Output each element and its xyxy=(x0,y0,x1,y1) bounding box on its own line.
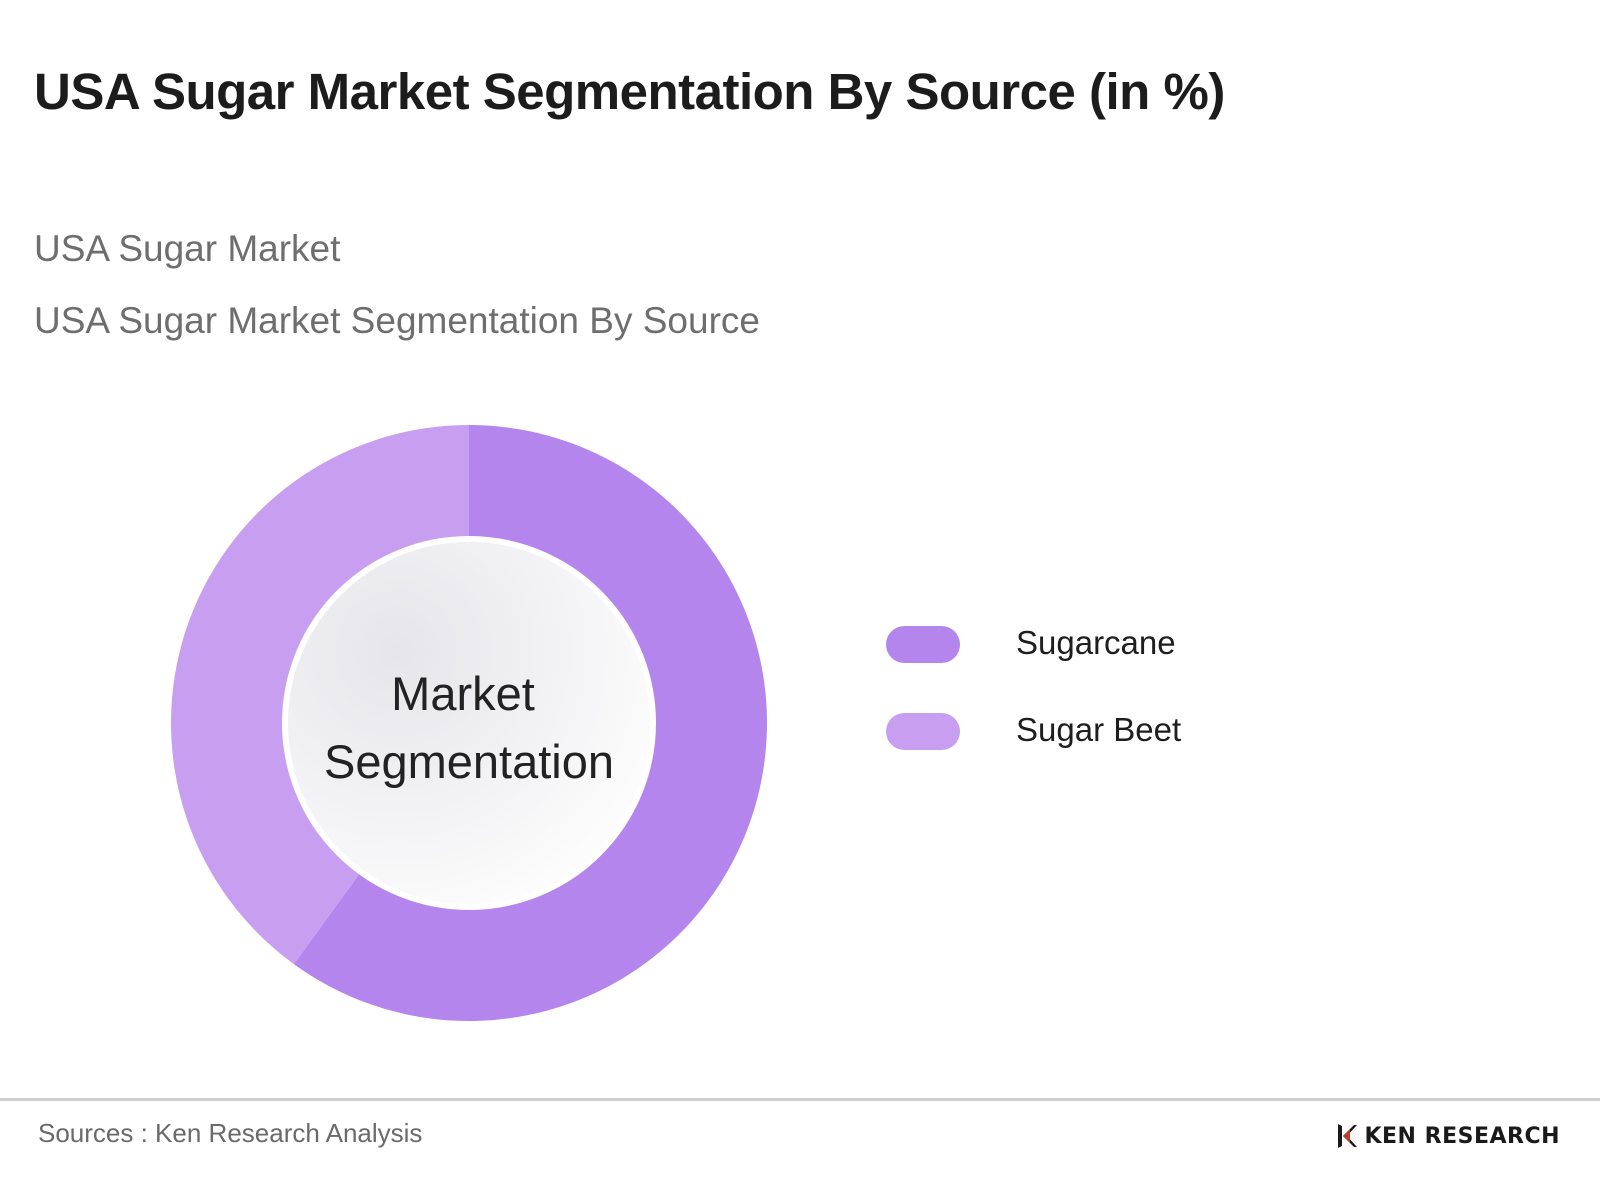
donut-hole-shade xyxy=(288,542,650,904)
legend-item-sugar-beet: Sugar Beet xyxy=(886,711,1306,751)
footer-divider xyxy=(0,1098,1600,1101)
donut-center-label-line-2: Segmentation xyxy=(324,735,614,788)
chart-title: USA Sugar Market Segmentation By Source … xyxy=(34,63,1225,120)
legend-item-sugarcane: Sugarcane xyxy=(886,624,1306,664)
chart-subtitle-market: USA Sugar Market xyxy=(34,228,341,269)
sources-note: Sources : Ken Research Analysis xyxy=(38,1118,423,1148)
legend-swatch-sugarcane xyxy=(886,626,960,663)
legend-label-sugar-beet: Sugar Beet xyxy=(1016,711,1182,748)
legend-swatch-sugar-beet xyxy=(886,713,960,750)
legend-label-sugarcane: Sugarcane xyxy=(1016,624,1176,661)
brand-name: KEN RESEARCH xyxy=(1364,1123,1560,1149)
chart-subtitle-segmentation: USA Sugar Market Segmentation By Source xyxy=(34,300,760,341)
donut-center-label-line-1: Market xyxy=(391,667,535,720)
brand-logo: KEN RESEARCH xyxy=(1336,1121,1560,1151)
ken-research-logo-icon xyxy=(1338,1124,1358,1148)
